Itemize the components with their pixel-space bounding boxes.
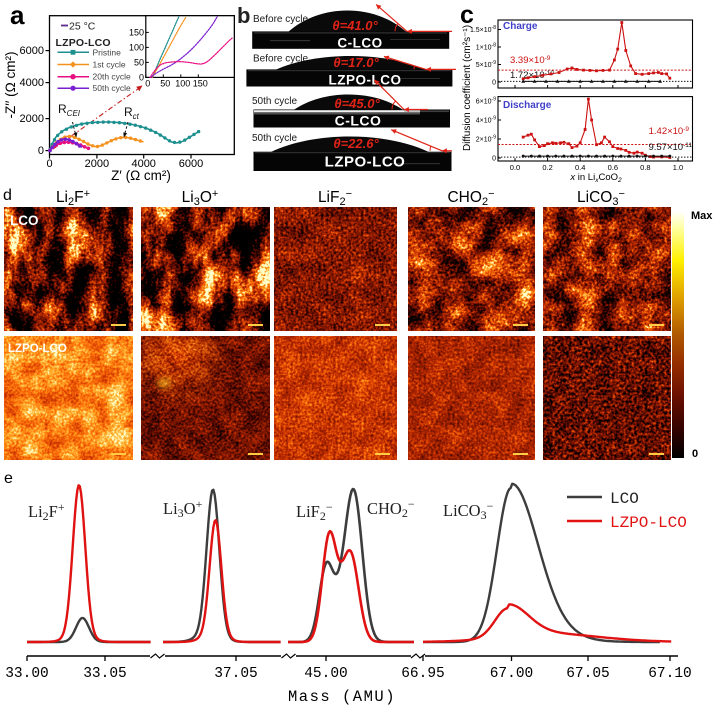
svg-text:5×10-9: 5×10-9 bbox=[476, 60, 496, 69]
svg-text:2000: 2000 bbox=[20, 113, 44, 125]
svg-text:0.4: 0.4 bbox=[575, 163, 585, 172]
svg-text:25 °C: 25 °C bbox=[69, 21, 96, 33]
svg-text:θ=22.6°: θ=22.6° bbox=[333, 136, 379, 151]
svg-text:0.0: 0.0 bbox=[510, 163, 520, 172]
svg-text:0: 0 bbox=[145, 79, 150, 89]
svg-text:C-LCO: C-LCO bbox=[337, 36, 382, 51]
svg-text:Charge: Charge bbox=[503, 21, 538, 32]
svg-text:1st cycle: 1st cycle bbox=[93, 60, 126, 70]
svg-text:3.39×10-9: 3.39×10-9 bbox=[510, 55, 551, 66]
svg-text:50: 50 bbox=[160, 79, 170, 89]
svg-text:50: 50 bbox=[134, 57, 144, 67]
svg-text:CHO2−: CHO2− bbox=[447, 188, 494, 208]
svg-text:1.5×10-8: 1.5×10-8 bbox=[470, 25, 496, 34]
svg-text:4000: 4000 bbox=[131, 158, 155, 170]
svg-text:1.0: 1.0 bbox=[673, 163, 683, 172]
svg-text:LiCO3−: LiCO3− bbox=[443, 499, 494, 522]
svg-text:Before cycle: Before cycle bbox=[253, 54, 308, 65]
svg-text:Discharge: Discharge bbox=[503, 100, 552, 111]
svg-text:Pristine: Pristine bbox=[93, 47, 122, 57]
svg-text:50th cycle: 50th cycle bbox=[252, 133, 297, 144]
svg-text:C-LCO: C-LCO bbox=[335, 113, 382, 129]
svg-text:LCO: LCO bbox=[610, 490, 639, 508]
svg-text:6×10-9: 6×10-9 bbox=[476, 97, 496, 106]
svg-text:LZPO-LCO: LZPO-LCO bbox=[325, 154, 406, 171]
svg-text:0.6: 0.6 bbox=[608, 163, 618, 172]
svg-text:37.05: 37.05 bbox=[214, 666, 258, 682]
svg-text:LZPO-LCO: LZPO-LCO bbox=[8, 343, 67, 355]
svg-text:0: 0 bbox=[38, 145, 44, 157]
svg-text:67.10: 67.10 bbox=[648, 666, 692, 682]
svg-text:LZPO-LCO: LZPO-LCO bbox=[56, 37, 111, 49]
svg-text:Rct: Rct bbox=[124, 105, 140, 121]
svg-text:6000: 6000 bbox=[20, 45, 44, 57]
svg-text:0: 0 bbox=[492, 156, 496, 163]
svg-text:Mass (AMU): Mass (AMU) bbox=[288, 688, 396, 706]
svg-text:0.8: 0.8 bbox=[640, 163, 650, 172]
svg-text:33.05: 33.05 bbox=[83, 666, 127, 682]
svg-text:0: 0 bbox=[139, 72, 144, 82]
svg-text:100: 100 bbox=[175, 79, 190, 89]
svg-text:150: 150 bbox=[129, 27, 144, 37]
svg-text:67.00: 67.00 bbox=[490, 666, 534, 682]
svg-text:Before cycle: Before cycle bbox=[253, 14, 308, 25]
svg-text:1×10-8: 1×10-8 bbox=[476, 43, 496, 52]
svg-text:1.72×10-10: 1.72×10-10 bbox=[510, 70, 554, 81]
svg-text:LiCO3−: LiCO3− bbox=[577, 188, 625, 208]
svg-text:2000: 2000 bbox=[85, 158, 109, 170]
svg-text:33.00: 33.00 bbox=[5, 666, 49, 682]
svg-text:LiF2−: LiF2− bbox=[318, 188, 352, 208]
svg-text:-Z′′ (Ω cm²): -Z′′ (Ω cm²) bbox=[3, 52, 18, 119]
svg-text:LCO: LCO bbox=[10, 213, 39, 228]
svg-text:4000: 4000 bbox=[20, 77, 44, 89]
svg-text:θ=45.0°: θ=45.0° bbox=[334, 96, 380, 111]
svg-text:100: 100 bbox=[129, 42, 144, 52]
svg-text:0.2: 0.2 bbox=[542, 163, 552, 172]
svg-text:RCEI: RCEI bbox=[58, 102, 81, 118]
svg-text:LZPO-LCO: LZPO-LCO bbox=[329, 73, 402, 88]
svg-text:x in LixCoO2: x in LixCoO2 bbox=[569, 172, 622, 184]
svg-text:Li3O+: Li3O+ bbox=[163, 497, 203, 520]
svg-text:50th cycle: 50th cycle bbox=[252, 96, 297, 107]
svg-text:66.95: 66.95 bbox=[401, 666, 445, 682]
svg-text:9.57×10-11: 9.57×10-11 bbox=[648, 142, 692, 153]
svg-text:Max: Max bbox=[691, 210, 713, 222]
svg-text:67.05: 67.05 bbox=[566, 666, 610, 682]
svg-text:Diffusion coefficient (cm²s⁻¹): Diffusion coefficient (cm²s⁻¹) bbox=[462, 25, 473, 151]
svg-text:150: 150 bbox=[193, 79, 208, 89]
svg-text:Li3O+: Li3O+ bbox=[182, 188, 219, 208]
svg-text:4×10-9: 4×10-9 bbox=[476, 116, 496, 125]
svg-text:e: e bbox=[4, 470, 13, 487]
svg-text:20th cycle: 20th cycle bbox=[93, 72, 132, 82]
svg-text:LiF2−: LiF2− bbox=[296, 500, 333, 523]
svg-text:2×10-9: 2×10-9 bbox=[476, 135, 496, 144]
svg-text:Li2F+: Li2F+ bbox=[28, 500, 65, 523]
svg-text:0: 0 bbox=[492, 80, 496, 87]
svg-text:d: d bbox=[3, 187, 12, 204]
svg-text:1.42×10-9: 1.42×10-9 bbox=[649, 126, 690, 137]
svg-text:θ=17.0°: θ=17.0° bbox=[333, 55, 379, 70]
svg-text:50th cycle: 50th cycle bbox=[93, 83, 132, 93]
svg-text:6000: 6000 bbox=[179, 158, 203, 170]
svg-text:LZPO-LCO: LZPO-LCO bbox=[610, 514, 687, 532]
svg-text:Li2F+: Li2F+ bbox=[56, 188, 90, 208]
svg-text:45.00: 45.00 bbox=[304, 666, 348, 682]
svg-text:CHO2−: CHO2− bbox=[367, 497, 415, 520]
svg-text:θ=41.0°: θ=41.0° bbox=[332, 18, 378, 33]
svg-text:Z′ (Ω cm²): Z′ (Ω cm²) bbox=[111, 168, 171, 183]
svg-text:0: 0 bbox=[692, 448, 698, 460]
svg-text:0: 0 bbox=[46, 158, 52, 170]
